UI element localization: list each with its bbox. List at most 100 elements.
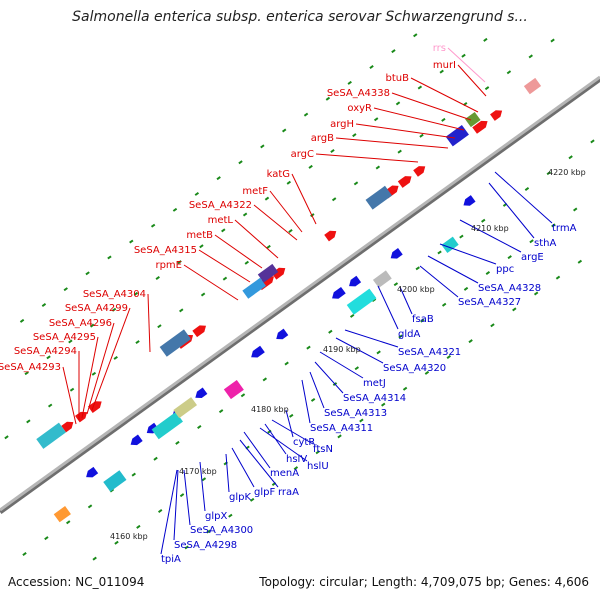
forward-gene-arrow <box>75 411 88 423</box>
tick-mark <box>359 418 364 423</box>
tick-mark <box>133 291 139 296</box>
upper-label-leader <box>355 123 456 139</box>
tick-mark <box>546 171 551 176</box>
tick-mark <box>485 270 491 275</box>
lower-label-leader <box>419 265 459 298</box>
upper-gene-label: oxyR <box>347 103 372 114</box>
tick-mark <box>267 429 272 434</box>
upper-gene-label: rrs <box>433 43 446 54</box>
tick-mark <box>306 345 311 350</box>
upper-label-leader <box>269 190 303 233</box>
reverse-gene-box <box>372 270 392 288</box>
lower-gene-label: sthA <box>534 238 556 249</box>
lower-gene-label: SeSA_A4320 <box>383 363 446 374</box>
tick-mark <box>177 260 182 265</box>
upper-gene-labels: rrs murI btuB SeSA_A4338 oxyR argH argB argCkat… <box>0 43 456 373</box>
lower-gene-label: SeSA_A4313 <box>324 408 387 419</box>
tick-mark <box>92 556 97 561</box>
tick-mark <box>26 419 31 424</box>
lower-gene-label: ppc <box>496 264 514 275</box>
tick-mark <box>303 112 309 117</box>
upper-label-leader <box>391 92 472 121</box>
upper-gene-label: argC <box>291 149 314 160</box>
lower-label-leader <box>459 219 522 253</box>
tick-mark <box>420 318 425 323</box>
lower-gene-label: SeSA_A4298 <box>174 540 237 551</box>
tick-mark <box>201 477 207 482</box>
tick-mark <box>483 37 488 42</box>
lower-gene-label: hslV <box>286 454 307 465</box>
tick-mark <box>353 181 359 186</box>
accession-info: Accession: NC_011094 <box>8 575 144 589</box>
tick-mark <box>376 350 381 355</box>
tick-mark <box>194 191 200 196</box>
reverse-gene-box <box>223 379 244 400</box>
kbp-label: 4220 kbp <box>548 168 586 177</box>
upper-gene-label: metB <box>186 230 213 241</box>
tick-mark <box>242 212 248 217</box>
lower-gene-label: glpK <box>229 492 251 503</box>
upper-gene-label: katG <box>267 169 290 180</box>
reverse-gene-box <box>441 236 459 253</box>
lower-label-leader <box>173 469 179 541</box>
tick-mark <box>315 450 320 455</box>
lower-gene-label: glpX <box>205 511 227 522</box>
forward-gene-box <box>445 124 469 147</box>
upper-label-leader <box>81 336 99 419</box>
upper-gene-label: SeSA_A4295 <box>33 332 96 343</box>
lower-gene-label: metJ <box>363 378 386 389</box>
tick-mark <box>155 275 160 280</box>
lower-gene-label: fsaB <box>412 314 434 325</box>
reverse-gene-arrow <box>276 328 289 340</box>
genes-label: Genes: <box>508 575 551 589</box>
forward-gene-arrow <box>192 325 207 338</box>
lower-gene-label: SeSA_A4328 <box>478 283 541 294</box>
tick-mark <box>264 196 270 201</box>
tick-mark <box>352 133 357 138</box>
lower-label-leader <box>314 361 344 394</box>
reverse-gene-box <box>53 505 71 523</box>
upper-label-leader <box>335 137 449 149</box>
lower-gene-label: ftsN <box>313 444 333 455</box>
genes-value: 4,606 <box>554 575 589 589</box>
tick-mark <box>439 69 444 74</box>
tick-mark <box>172 207 178 212</box>
topology-value: circular <box>319 575 364 589</box>
upper-gene-label: argH <box>330 119 354 130</box>
kbp-label: 4200 kbp <box>397 285 435 294</box>
tick-mark <box>150 223 156 228</box>
forward-gene-arrow <box>324 230 337 242</box>
upper-label-leader <box>315 153 419 163</box>
upper-label-leader <box>457 64 487 97</box>
tick-mark <box>228 513 233 518</box>
forward-gene-arrow <box>87 401 102 413</box>
tick-mark <box>524 186 530 191</box>
kbp-label: 4190 kbp <box>323 345 361 354</box>
tick-mark <box>468 339 473 344</box>
tick-mark <box>337 434 342 439</box>
tick-mark <box>402 386 408 391</box>
forward-gene-arrow <box>413 166 426 177</box>
upper-label-leader <box>291 173 317 225</box>
lower-gene-label: glpF <box>254 487 275 498</box>
lower-gene-label: hslU <box>307 461 329 472</box>
tick-mark <box>459 234 464 239</box>
reverse-gene-arrow <box>251 345 265 358</box>
upper-gene-label: SeSA_A4296 <box>49 318 112 329</box>
tick-mark <box>216 176 221 181</box>
tick-mark <box>577 259 583 264</box>
lower-label-leader <box>259 427 308 462</box>
lower-gene-label: SeSA_A4300 <box>190 525 253 536</box>
tick-mark <box>175 440 180 445</box>
tick-mark <box>179 493 185 498</box>
tick-mark <box>328 329 333 334</box>
forward-gene-arrow <box>61 421 74 433</box>
reverse-gene-arrow <box>86 466 99 478</box>
reverse-gene-box <box>103 470 127 492</box>
tick-mark <box>373 117 379 122</box>
tick-mark <box>111 307 117 312</box>
tick-mark <box>286 180 292 185</box>
tick-mark <box>179 308 184 313</box>
tick-mark <box>397 149 402 154</box>
